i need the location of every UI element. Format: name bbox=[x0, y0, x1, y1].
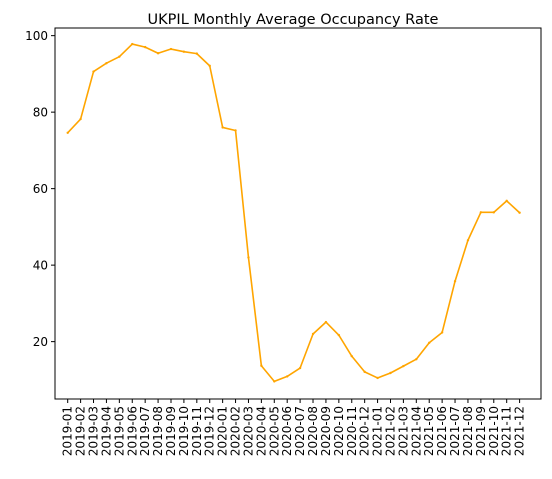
x-tick-label: 2019-11 bbox=[190, 406, 204, 456]
data-point bbox=[311, 332, 315, 336]
data-point bbox=[182, 50, 186, 53]
data-point bbox=[131, 42, 134, 46]
data-point bbox=[169, 47, 173, 51]
x-tick-label: 2021-05 bbox=[422, 406, 436, 456]
x-tick-label: 2021-04 bbox=[409, 406, 423, 456]
data-point bbox=[389, 371, 392, 375]
data-point bbox=[415, 358, 418, 361]
x-tick-label: 2021-11 bbox=[500, 406, 514, 456]
data-point bbox=[350, 354, 353, 358]
data-point bbox=[453, 279, 457, 283]
x-tick-label: 2021-12 bbox=[513, 406, 527, 456]
x-tick-label: 2020-04 bbox=[254, 406, 268, 456]
x-tick-label: 2021-06 bbox=[435, 406, 449, 456]
x-tick-label: 2021-07 bbox=[448, 406, 462, 456]
data-point bbox=[337, 333, 341, 337]
x-tick-label: 2019-05 bbox=[112, 406, 126, 456]
x-tick-label: 2019-04 bbox=[99, 406, 113, 456]
data-point bbox=[492, 211, 495, 214]
data-point bbox=[195, 52, 199, 55]
data-point bbox=[221, 126, 224, 129]
data-point bbox=[92, 70, 95, 73]
data-point bbox=[66, 131, 69, 134]
y-tick-label: 40 bbox=[33, 259, 48, 273]
data-point bbox=[518, 211, 521, 214]
y-tick-label: 60 bbox=[33, 182, 48, 196]
x-tick-label: 2019-12 bbox=[203, 406, 217, 456]
chart-title: UKPIL Monthly Average Occupancy Rate bbox=[148, 12, 439, 28]
data-point bbox=[156, 52, 160, 55]
x-tick-label: 2020-12 bbox=[358, 406, 372, 456]
x-tick-label: 2019-08 bbox=[151, 406, 165, 456]
x-tick-label: 2020-02 bbox=[229, 406, 243, 456]
data-point bbox=[118, 55, 121, 58]
x-tick-label: 2020-07 bbox=[293, 406, 307, 456]
x-tick-label: 2021-09 bbox=[474, 406, 488, 456]
y-tick-label: 80 bbox=[33, 106, 48, 120]
data-point bbox=[79, 117, 82, 121]
x-tick-label: 2019-02 bbox=[74, 406, 88, 456]
x-tick-label: 2020-01 bbox=[216, 406, 230, 456]
data-point bbox=[324, 320, 328, 324]
x-tick-label: 2021-10 bbox=[487, 406, 501, 456]
data-point bbox=[428, 341, 431, 344]
x-tick-label: 2020-09 bbox=[319, 406, 333, 456]
plot-area-frame bbox=[54, 27, 542, 400]
series-layer bbox=[66, 42, 521, 383]
x-tick-label: 2019-10 bbox=[177, 406, 191, 456]
data-point bbox=[260, 364, 263, 367]
data-point bbox=[505, 199, 508, 203]
x-tick-label: 2019-03 bbox=[87, 406, 101, 456]
data-point bbox=[273, 380, 276, 383]
data-point bbox=[208, 64, 211, 68]
data-point bbox=[247, 256, 250, 259]
data-point bbox=[479, 211, 483, 214]
y-tick-label: 100 bbox=[25, 29, 48, 43]
x-tick-label: 2020-08 bbox=[306, 406, 320, 456]
x-tick-label: 2019-09 bbox=[164, 406, 178, 456]
x-tick-label: 2019-07 bbox=[138, 406, 152, 456]
x-tick-label: 2020-05 bbox=[267, 406, 281, 456]
x-tick-label: 2020-10 bbox=[332, 406, 346, 456]
x-axis: 2019-012019-022019-032019-042019-052019-… bbox=[61, 399, 527, 456]
x-tick-label: 2020-03 bbox=[241, 406, 255, 456]
x-tick-label: 2019-01 bbox=[61, 406, 75, 456]
data-point bbox=[402, 364, 405, 368]
data-point bbox=[376, 376, 379, 380]
data-point bbox=[298, 366, 302, 370]
x-tick-label: 2021-02 bbox=[383, 406, 397, 456]
x-tick-label: 2021-03 bbox=[396, 406, 410, 456]
data-point bbox=[234, 129, 237, 132]
x-tick-label: 2021-08 bbox=[461, 406, 475, 456]
x-tick-label: 2019-06 bbox=[125, 406, 139, 456]
data-point bbox=[466, 239, 470, 242]
x-tick-label: 2021-01 bbox=[371, 406, 385, 456]
series-line bbox=[67, 43, 521, 383]
data-point bbox=[143, 45, 147, 49]
data-point bbox=[440, 331, 444, 334]
x-tick-label: 2020-11 bbox=[345, 406, 359, 456]
data-point bbox=[363, 370, 366, 374]
data-point bbox=[105, 61, 108, 65]
data-point bbox=[285, 375, 289, 378]
y-axis: 20 40 60 80 100 bbox=[25, 29, 55, 349]
y-tick-label: 20 bbox=[33, 335, 48, 349]
x-tick-label: 2020-06 bbox=[280, 406, 294, 456]
